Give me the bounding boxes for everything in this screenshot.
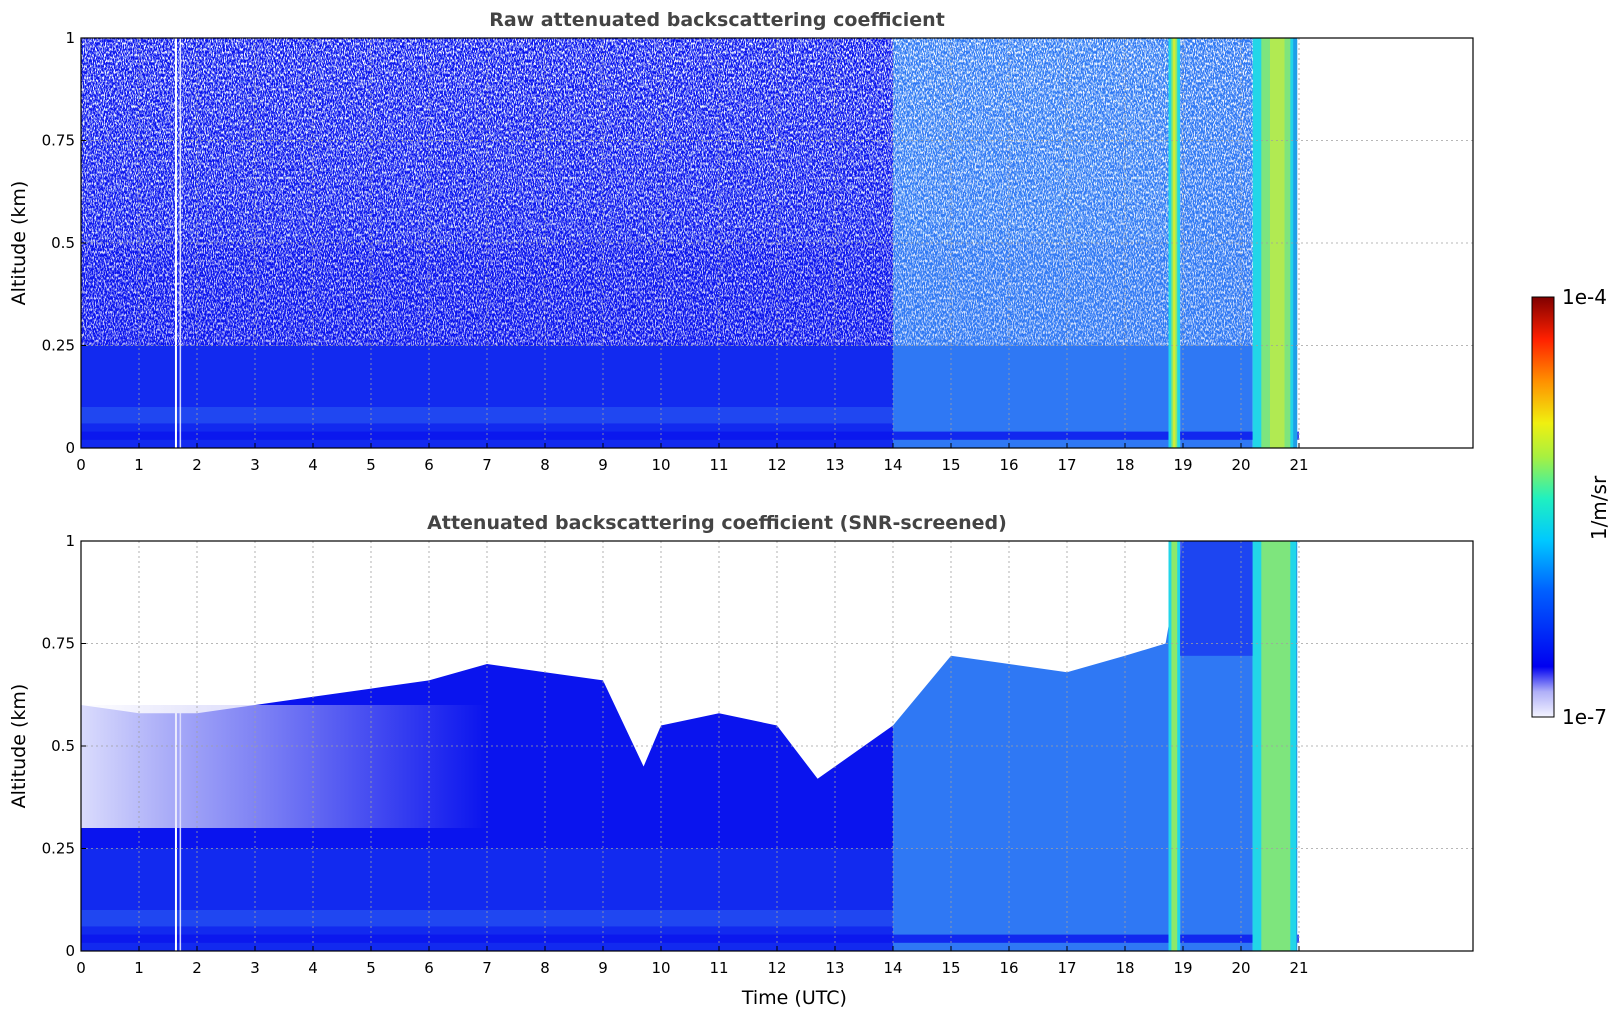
heatmap-region — [81, 431, 1299, 440]
x-tick-label: 3 — [250, 959, 260, 977]
x-tick-label: 9 — [598, 959, 608, 977]
x-tick-label: 19 — [1173, 959, 1192, 977]
x-tick-label: 6 — [424, 456, 434, 474]
x-tick-label: 2 — [192, 959, 202, 977]
y-tick-label: 0 — [65, 439, 75, 457]
colorbar-min-label: 1e-7 — [1562, 705, 1607, 729]
x-tick-label: 16 — [999, 456, 1018, 474]
chart-title: Attenuated backscattering coefficient (S… — [427, 512, 1007, 534]
heatmap-region — [81, 910, 893, 927]
x-tick-label: 11 — [709, 456, 728, 474]
chart-title: Raw attenuated backscattering coefficien… — [489, 9, 945, 31]
x-tick-label: 20 — [1231, 959, 1250, 977]
x-tick-label: 15 — [941, 456, 960, 474]
y-tick-label: 0.25 — [42, 337, 75, 355]
x-tick-label: 5 — [366, 959, 376, 977]
panel-1: 0 1 2 3 4 5 6 7 8 9 10 11 12 13 14 15 16 17 18 19 20 2100.250… — [8, 9, 1474, 474]
y-tick-label: 0.75 — [42, 132, 75, 150]
x-tick-label: 21 — [1289, 959, 1308, 977]
heatmap-region — [1180, 541, 1253, 656]
heatmap-region — [81, 934, 1299, 943]
colorbar-unit-label: 1/m/sr — [1587, 475, 1611, 540]
y-tick-label: 1 — [65, 29, 75, 47]
x-tick-label: 18 — [1115, 959, 1134, 977]
x-tick-label: 12 — [767, 456, 786, 474]
y-tick-label: 0.5 — [51, 737, 75, 755]
x-tick-label: 18 — [1115, 456, 1134, 474]
heatmap-noise-layer — [1180, 38, 1253, 346]
heatmap-plume — [1293, 38, 1298, 448]
x-tick-label: 1 — [134, 456, 144, 474]
x-tick-label: 7 — [482, 959, 492, 977]
x-tick-label: 4 — [308, 959, 318, 977]
colorbar-gradient — [1531, 296, 1555, 718]
screened-mask — [81, 541, 1299, 779]
x-tick-label: 13 — [825, 456, 844, 474]
x-tick-label: 10 — [651, 959, 670, 977]
y-axis-label: Altitude (km) — [8, 181, 30, 306]
x-tick-label: 0 — [76, 456, 86, 474]
heatmap-noise-layer — [81, 38, 1169, 243]
heatmap-lowsignal — [81, 705, 487, 828]
x-tick-label: 14 — [883, 959, 902, 977]
x-tick-label: 11 — [709, 959, 728, 977]
y-tick-label: 0 — [65, 942, 75, 960]
heatmap-plume — [1171, 541, 1178, 951]
colorbar-max-label: 1e-4 — [1562, 285, 1607, 309]
y-tick-label: 0.25 — [42, 840, 75, 858]
x-tick-label: 6 — [424, 959, 434, 977]
x-tick-label: 14 — [883, 456, 902, 474]
heatmap-region — [81, 345, 893, 448]
x-axis-label: Time (UTC) — [741, 987, 847, 1009]
panel-2: 0 1 2 3 4 5 6 7 8 9 10 11 12 13 14 15 16 17 18 19 20 2100.250… — [8, 512, 1474, 1009]
x-tick-label: 2 — [192, 456, 202, 474]
x-tick-label: 19 — [1173, 456, 1192, 474]
y-tick-label: 0.75 — [42, 635, 75, 653]
x-tick-label: 4 — [308, 456, 318, 474]
x-tick-label: 16 — [999, 959, 1018, 977]
x-tick-label: 10 — [651, 456, 670, 474]
x-tick-label: 9 — [598, 456, 608, 474]
x-tick-label: 7 — [482, 456, 492, 474]
colorbar: 1e-4 1e-7 1/m/sr — [1531, 285, 1611, 729]
x-tick-label: 3 — [250, 456, 260, 474]
x-tick-label: 12 — [767, 959, 786, 977]
x-tick-label: 1 — [134, 959, 144, 977]
x-tick-label: 15 — [941, 959, 960, 977]
x-tick-label: 20 — [1231, 456, 1250, 474]
heatmap-plume — [1173, 38, 1176, 448]
heatmap-region — [81, 848, 893, 951]
x-tick-label: 8 — [540, 456, 550, 474]
x-tick-label: 21 — [1289, 456, 1308, 474]
heatmap-plume — [1261, 541, 1291, 951]
y-tick-label: 0.5 — [51, 234, 75, 252]
heatmap-region — [81, 407, 893, 424]
x-tick-label: 8 — [540, 959, 550, 977]
y-axis-label: Altitude (km) — [8, 684, 30, 809]
x-tick-label: 0 — [76, 959, 86, 977]
x-tick-label: 5 — [366, 456, 376, 474]
y-tick-label: 1 — [65, 532, 75, 550]
x-tick-label: 17 — [1057, 456, 1076, 474]
x-tick-label: 13 — [825, 959, 844, 977]
x-tick-label: 17 — [1057, 959, 1076, 977]
